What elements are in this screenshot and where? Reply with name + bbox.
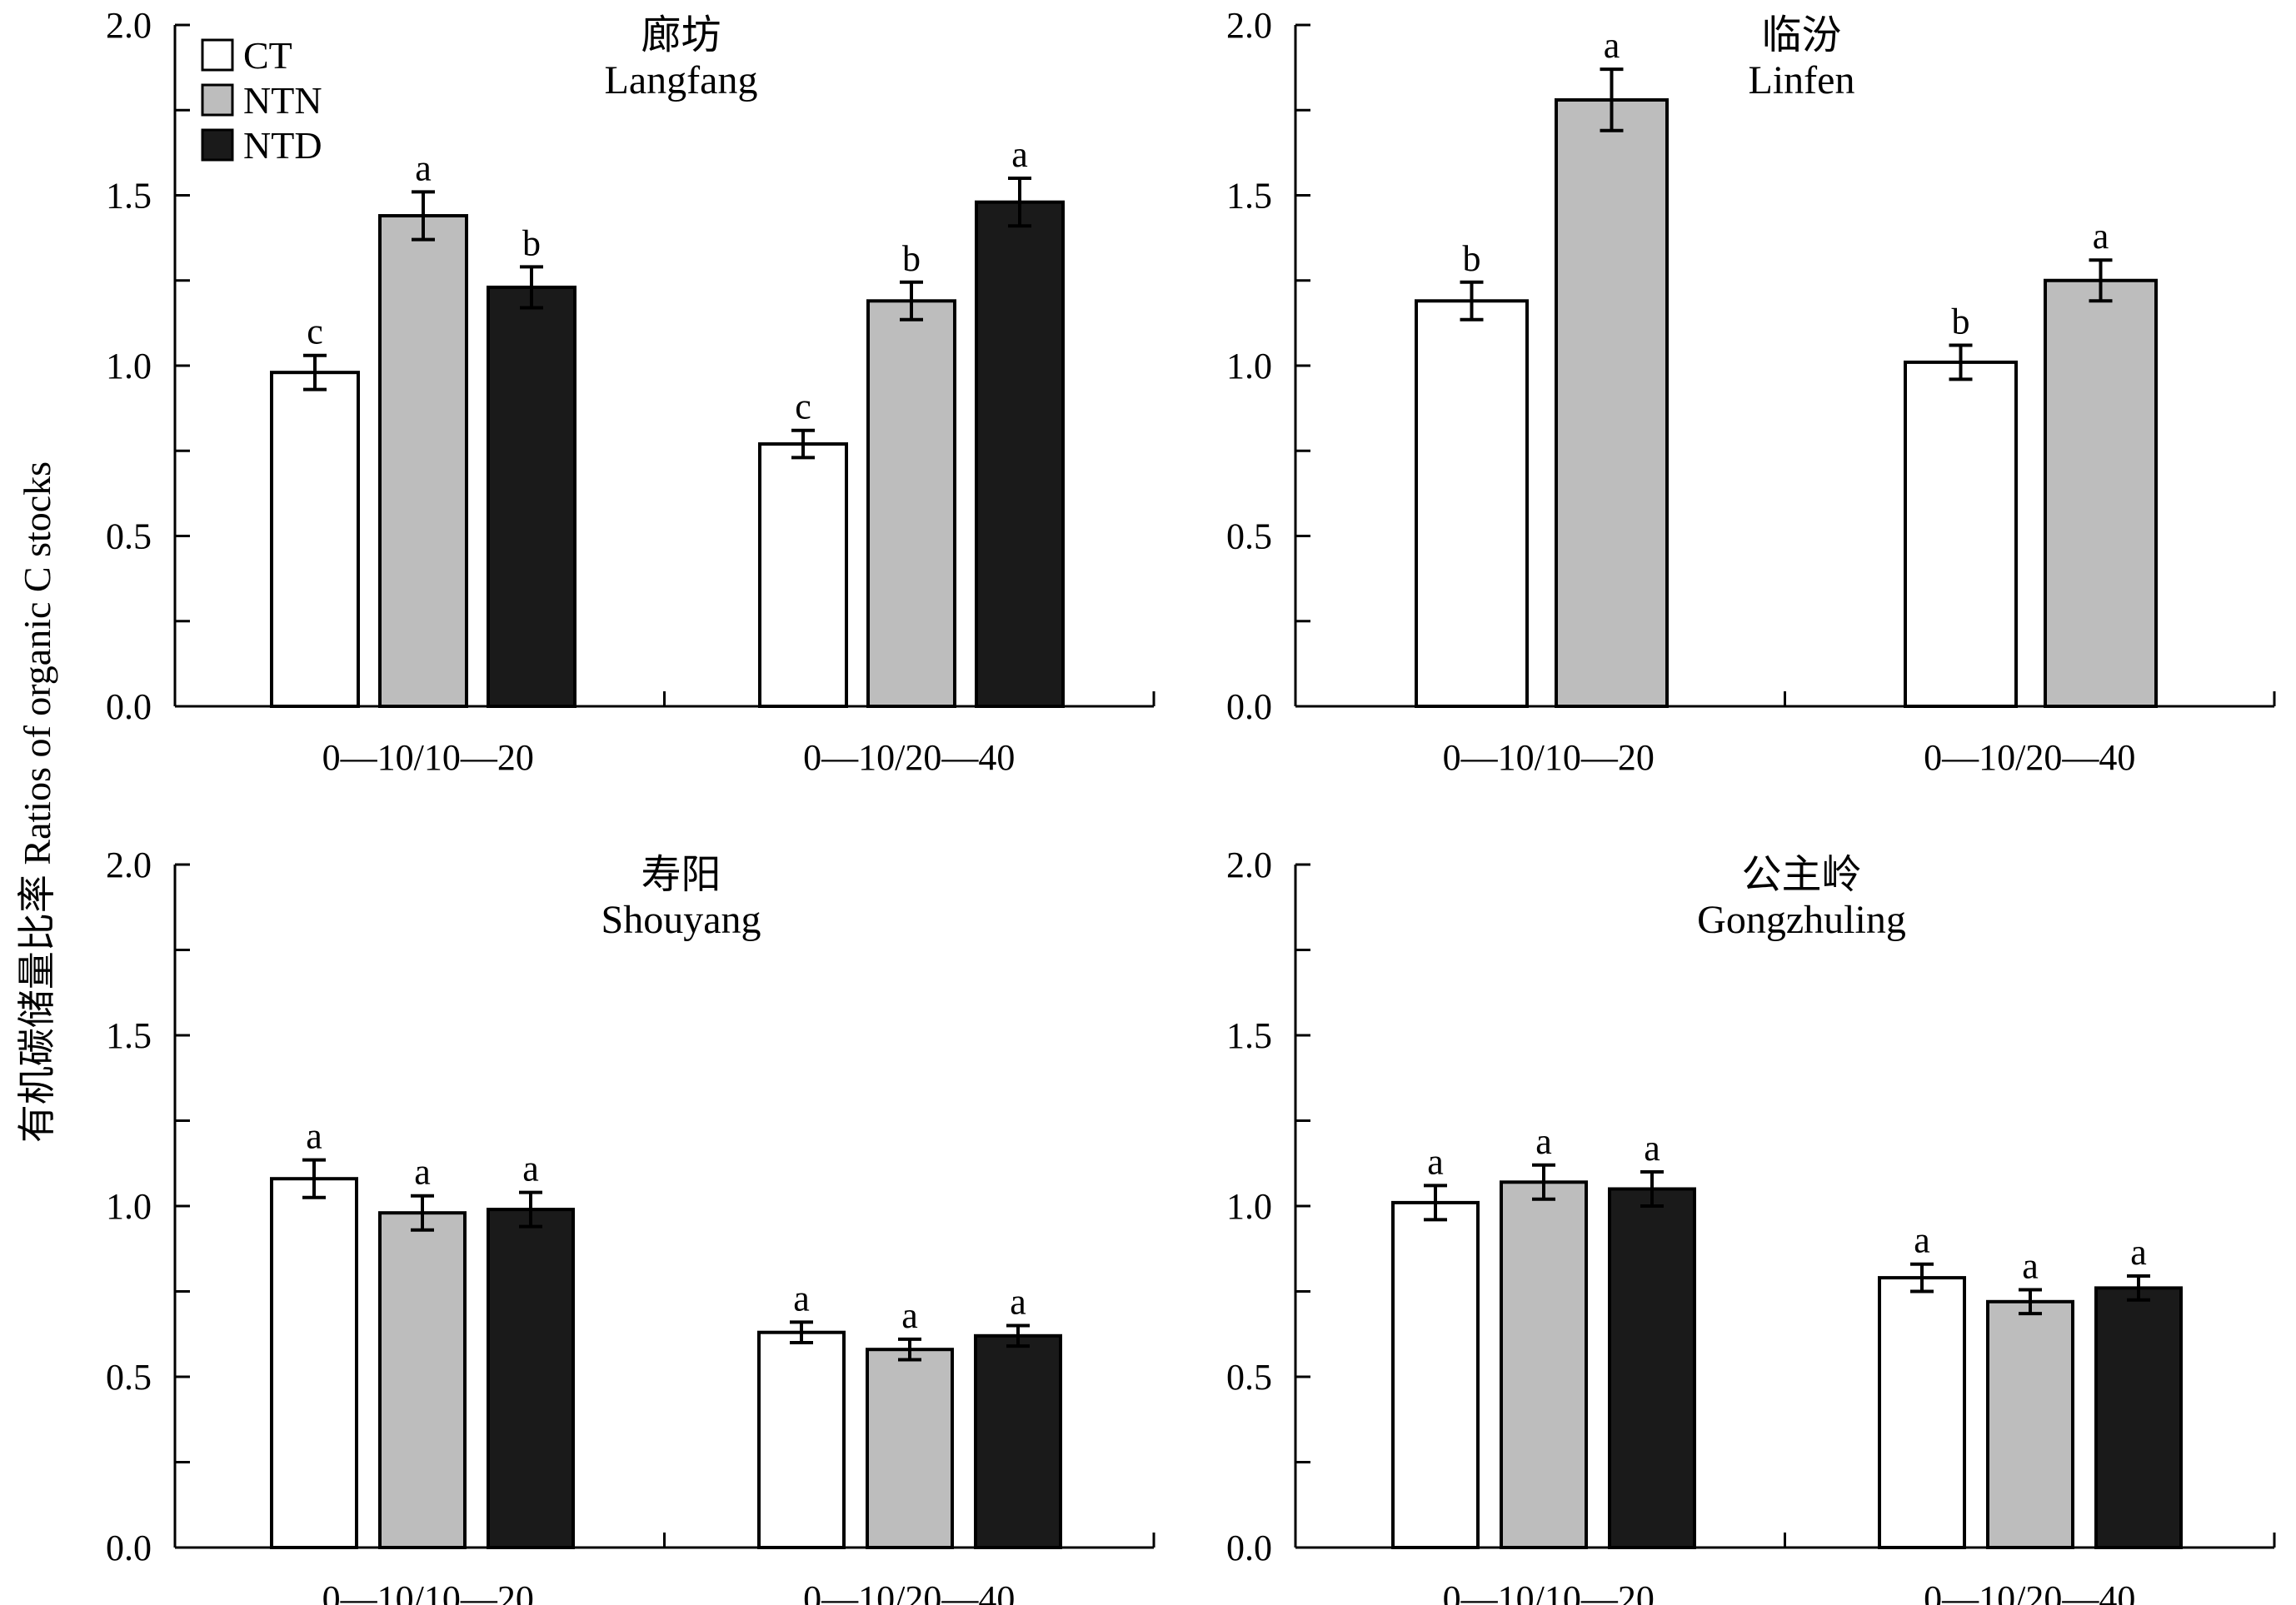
bar-ntd — [975, 200, 1065, 708]
panel-title-cn: 寿阳 — [641, 853, 721, 897]
significance-letter: a — [901, 1295, 918, 1336]
y-tick-label: 1.0 — [1226, 1186, 1272, 1227]
x-category-label: 0—10/20—40 — [1924, 737, 2135, 778]
significance-letter: b — [522, 222, 541, 263]
bar-ntd — [487, 1208, 575, 1549]
significance-letter: c — [795, 386, 811, 427]
significance-letter: a — [2093, 216, 2109, 257]
y-tick-label: 0.5 — [106, 516, 152, 557]
significance-letter: a — [1604, 25, 1620, 66]
legend: CT NTN NTD — [201, 34, 322, 167]
legend-label-ct: CT — [243, 34, 292, 77]
x-category-label: 0—10/20—40 — [803, 1578, 1015, 1605]
bar-ntd — [487, 285, 576, 708]
bar-ntn — [866, 299, 956, 708]
x-category-label: 0—10/10—20 — [322, 737, 534, 778]
bar-ntd — [1608, 1187, 1696, 1549]
legend-swatch-ct — [201, 38, 234, 72]
y-axis-label: 有机碳储量比率 Ratios of organic C stocks — [16, 461, 58, 1143]
x-category-label: 0—10/10—20 — [1443, 737, 1655, 778]
bar-ct — [758, 442, 848, 708]
legend-label-ntn: NTN — [243, 79, 322, 122]
legend-swatch-ntn — [201, 83, 234, 117]
panel-title-en: Gongzhuling — [1697, 898, 1906, 942]
y-tick-label: 1.5 — [106, 176, 152, 217]
significance-letter: a — [415, 147, 432, 188]
x-category-label: 0—10/10—20 — [1443, 1578, 1655, 1605]
bar-ct — [270, 371, 360, 708]
significance-letter: a — [2130, 1232, 2147, 1273]
significance-letter: b — [1463, 238, 1481, 279]
y-tick-label: 1.5 — [106, 1015, 152, 1056]
y-tick-label: 0.0 — [106, 1528, 152, 1568]
legend-label-ntd: NTD — [243, 124, 322, 167]
x-category-label: 0—10/20—40 — [803, 737, 1015, 778]
significance-letter: a — [1535, 1121, 1552, 1162]
bar-ntn — [1555, 97, 1669, 709]
bar-ct — [1391, 1200, 1480, 1550]
y-tick-label: 0.0 — [1226, 1528, 1272, 1568]
bar-ct — [1415, 299, 1529, 708]
y-tick-label: 0.5 — [106, 1357, 152, 1398]
significance-letter: b — [1952, 301, 1970, 341]
panel-title-en: Linfen — [1749, 58, 1855, 102]
significance-letter: a — [306, 1116, 322, 1157]
bar-ntn — [866, 1348, 954, 1549]
y-tick-label: 2.0 — [106, 5, 152, 46]
y-tick-label: 1.5 — [1226, 176, 1272, 217]
y-tick-label: 2.0 — [106, 845, 152, 885]
y-tick-label: 1.5 — [1226, 1015, 1272, 1056]
y-tick-label: 0.5 — [1226, 1357, 1272, 1398]
significance-letter: a — [1010, 1282, 1026, 1323]
panel-title-cn: 公主岭 — [1741, 853, 1861, 897]
significance-letter: a — [793, 1278, 810, 1318]
significance-letter: a — [2022, 1245, 2039, 1286]
bar-ntd — [974, 1333, 1062, 1550]
y-tick-label: 1.0 — [1226, 346, 1272, 386]
significance-letter: a — [1644, 1128, 1660, 1169]
y-tick-label: 0.0 — [1226, 686, 1272, 727]
y-tick-label: 2.0 — [1226, 845, 1272, 885]
bar-ntn — [1986, 1299, 2074, 1550]
y-tick-label: 0.0 — [106, 686, 152, 727]
significance-letter: a — [1914, 1220, 1930, 1261]
bar-ct — [1904, 360, 2018, 708]
significance-letter: a — [1427, 1141, 1444, 1182]
bar-ntn — [378, 1211, 467, 1549]
y-tick-label: 2.0 — [1226, 5, 1272, 46]
bar-ntd — [2094, 1286, 2183, 1550]
panel-linfen: 0.0 0.5 1.0 1.5 2.0 0—10/10—20 0—10/20—40 临汾Lin… — [1226, 5, 2276, 778]
significance-letter: a — [522, 1149, 539, 1189]
bar-ntn — [378, 214, 468, 709]
panel-title-cn: 临汾 — [1761, 13, 1841, 57]
y-tick-label: 1.0 — [106, 1186, 152, 1227]
bar-ntn — [2044, 278, 2158, 708]
panel-gongzhuling: 0.0 0.5 1.0 1.5 2.0 0—10/10—20 0—10/20—40 公主岭Go… — [1226, 845, 2276, 1605]
bar-ntn — [1500, 1180, 1588, 1550]
panel-langfang: 0.0 0.5 1.0 1.5 2.0 0—10/10—20 0—10/20—40 廊坊Lan… — [106, 5, 1155, 778]
bar-ct — [1878, 1276, 1966, 1549]
panel-title-en: Langfang — [605, 58, 758, 102]
significance-letter: a — [1011, 134, 1028, 175]
significance-letter: a — [414, 1152, 431, 1193]
panel-title-cn: 廊坊 — [641, 13, 721, 57]
y-tick-label: 0.5 — [1226, 516, 1272, 557]
x-category-label: 0—10/20—40 — [1924, 1578, 2135, 1605]
panel-title-en: Shouyang — [601, 898, 761, 942]
panel-shouyang: 0.0 0.5 1.0 1.5 2.0 0—10/10—20 0—10/20—40 寿阳Sho… — [106, 845, 1155, 1605]
x-category-label: 0—10/10—20 — [322, 1578, 534, 1605]
bar-ct — [757, 1330, 846, 1549]
significance-letter: b — [902, 238, 921, 279]
significance-letter: c — [307, 312, 323, 352]
y-tick-label: 1.0 — [106, 346, 152, 386]
legend-swatch-ntd — [201, 128, 234, 162]
bar-ct — [270, 1177, 358, 1549]
